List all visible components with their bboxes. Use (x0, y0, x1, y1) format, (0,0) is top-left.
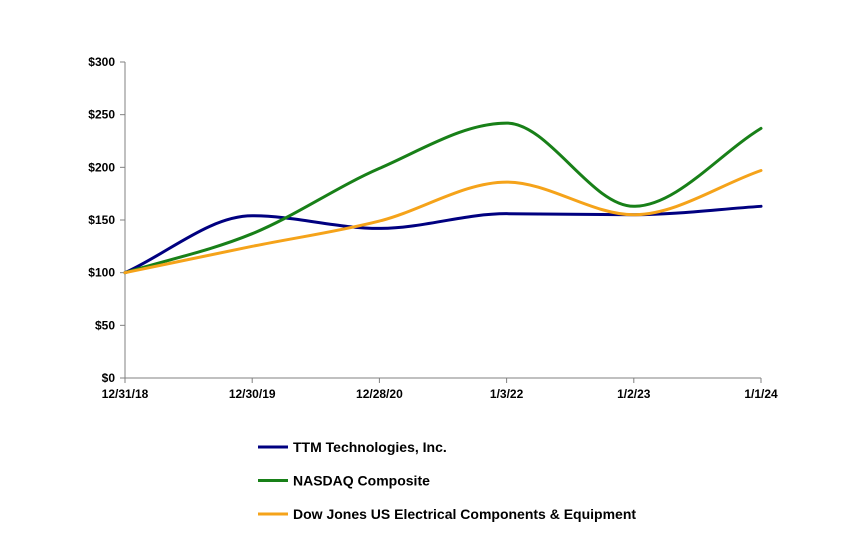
legend-label: NASDAQ Composite (293, 473, 430, 489)
x-tick-label: 12/31/18 (102, 387, 149, 401)
y-tick-label: $250 (88, 108, 115, 122)
legend-label: TTM Technologies, Inc. (293, 439, 447, 455)
series-line-1 (123, 204, 763, 275)
x-tick-label: 12/30/19 (229, 387, 276, 401)
y-tick-label: $200 (88, 160, 115, 174)
series-lines (123, 121, 763, 275)
x-tick-label: 12/28/20 (356, 387, 403, 401)
legend-label: Dow Jones US Electrical Components & Equ… (293, 506, 636, 522)
legend-item-1: TTM Technologies, Inc. (258, 439, 447, 455)
y-tick-label: $100 (88, 266, 115, 280)
y-tick-label: $150 (88, 213, 115, 227)
x-tick-label: 1/3/22 (490, 387, 524, 401)
x-tick-label: 1/1/24 (744, 387, 778, 401)
series-line-2 (123, 121, 763, 275)
x-axis-ticks: 12/31/18 12/30/19 12/28/20 1/3/22 1/2/23 1/1/… (102, 378, 778, 401)
y-tick-label: $50 (95, 318, 115, 332)
y-tick-label: $300 (88, 55, 115, 69)
y-axis-ticks: $0 $50 $100 $150 $200 $250 $300 (88, 55, 125, 385)
y-tick-label: $0 (102, 371, 116, 385)
legend-item-2: NASDAQ Composite (258, 473, 430, 489)
legend: TTM Technologies, Inc. NASDAQ Composite Do… (258, 439, 636, 522)
legend-item-3: Dow Jones US Electrical Components & Equ… (258, 506, 636, 522)
x-tick-label: 1/2/23 (617, 387, 651, 401)
series-line-3 (123, 168, 763, 275)
